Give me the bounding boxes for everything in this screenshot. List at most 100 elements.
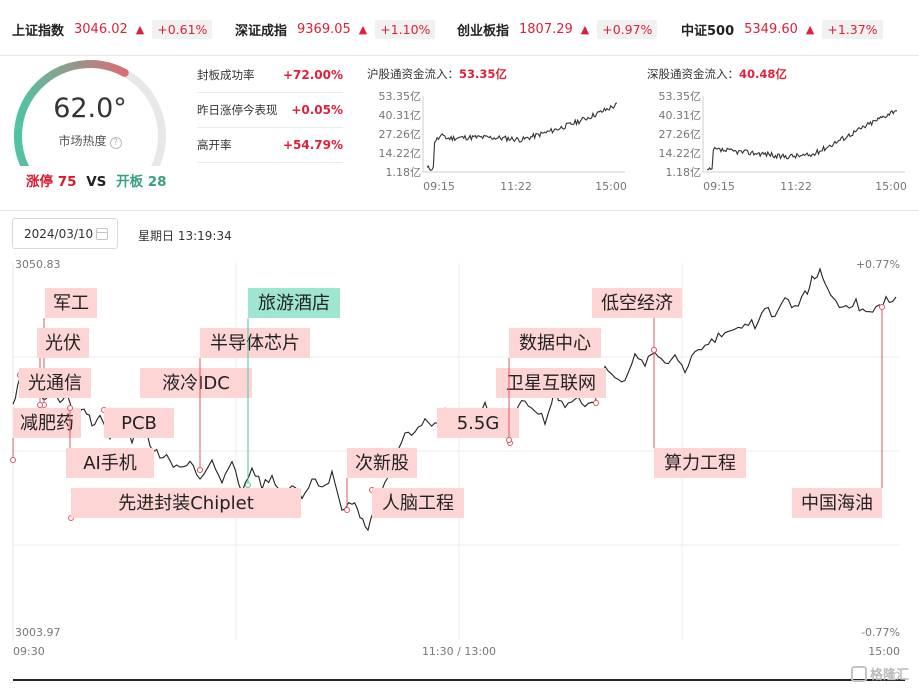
- flow-x-tick: 11:22: [780, 180, 812, 193]
- tag-anchor-dot: [593, 400, 599, 406]
- market-heat-gauge: 62.0° 市场热度? 涨停 75 VS 开板 28: [0, 56, 180, 196]
- gauge-arc: [14, 60, 166, 166]
- index-price: 3046.02: [74, 21, 128, 37]
- sector-tag-bg: [437, 408, 519, 438]
- index-change: +1.37%: [822, 19, 883, 39]
- chart-bottom-border: [13, 679, 905, 681]
- limit-metrics: 封板成功率 +72.00% 昨日涨停今表现 +0.05% 高开率 +54.79%: [197, 58, 343, 163]
- sector-tag-bg: [509, 328, 601, 358]
- flow-x-tick: 11:22: [500, 180, 532, 193]
- flow-value: 53.35亿: [459, 67, 507, 81]
- y-high-label: 3050.83: [15, 258, 61, 271]
- weekday-time: 星期日 13:19:34: [138, 229, 232, 243]
- sector-tag: 算力工程: [664, 453, 736, 474]
- index-change: +0.61%: [152, 19, 213, 39]
- tag-anchor-dot: [37, 402, 43, 408]
- x-tick: 15:00: [868, 645, 900, 658]
- sector-tag: 先进封装Chiplet: [118, 493, 254, 514]
- flow-x-tick: 15:00: [595, 180, 627, 193]
- x-tick: 09:30: [13, 645, 45, 658]
- sector-tag-bg: [45, 288, 97, 318]
- index-zz500[interactable]: 中证500 5349.60 ▲ +1.37%: [681, 18, 883, 40]
- metric-label: 昨日涨停今表现: [197, 103, 278, 117]
- help-icon[interactable]: ?: [109, 137, 122, 149]
- tag-anchor-dot: [651, 347, 657, 353]
- flow-y-tick: 14.22亿: [379, 147, 422, 160]
- tag-anchor-dot: [197, 467, 203, 473]
- flow-y-tick: 53.35亿: [659, 90, 702, 103]
- flow-line: [426, 102, 618, 171]
- sector-tag: PCB: [121, 413, 157, 434]
- index-name: 深证成指: [235, 23, 288, 39]
- heat-value: 62.0°: [53, 93, 127, 124]
- up-arrow-icon: ▲: [580, 22, 590, 36]
- sector-tag-bg: [200, 328, 310, 358]
- flow-line: [706, 109, 898, 171]
- sector-tag-bg: [496, 368, 606, 398]
- date-picker[interactable]: 2024/03/10: [12, 218, 118, 249]
- index-sz[interactable]: 深证成指 9369.05 ▲ +1.10%: [235, 18, 436, 40]
- limit-up-label: 涨停: [26, 174, 53, 190]
- vs-label: VS: [86, 174, 107, 190]
- index-sh[interactable]: 上证指数 3046.02 ▲ +0.61%: [12, 18, 213, 40]
- tag-anchor-dot: [245, 482, 251, 488]
- gauge-fill: [14, 60, 129, 166]
- heat-label-row: 市场热度?: [40, 132, 140, 149]
- sector-tag: 旅游酒店: [258, 293, 330, 314]
- limit-up-summary: 涨停 75 VS 开板 28: [26, 170, 167, 190]
- flow-y-tick: 27.26亿: [659, 128, 702, 141]
- y-low-label: 3003.97: [15, 626, 61, 639]
- watermark: 格隆汇: [850, 664, 909, 683]
- metric-value: +54.79%: [282, 138, 343, 152]
- tag-anchor-dot: [344, 507, 350, 513]
- flow-x-tick: 09:15: [423, 180, 455, 193]
- sector-tag-bg: [140, 368, 252, 398]
- open-board-count: 28: [147, 174, 167, 190]
- flow-title-label: 沪股通资金流入：: [367, 67, 459, 81]
- sector-tag-bg: [372, 488, 464, 518]
- sector-tag: 减肥药: [20, 413, 74, 434]
- sector-tag-bg: [592, 288, 682, 318]
- flow-y-tick: 27.26亿: [379, 128, 422, 141]
- flow-y-tick: 1.18亿: [386, 166, 422, 179]
- index-change: +0.97%: [597, 19, 658, 39]
- tag-anchor-dot: [67, 405, 73, 411]
- sector-tag: 半导体芯片: [210, 333, 300, 354]
- limit-up-count: 75: [57, 174, 77, 190]
- pct-low-label: -0.77%: [861, 626, 900, 639]
- index-name: 创业板指: [457, 23, 510, 39]
- watermark-logo-icon: [850, 666, 867, 682]
- metric-value: +0.05%: [291, 103, 343, 117]
- flow-title-label: 深股通资金流入：: [647, 67, 739, 81]
- metric-label: 封板成功率: [197, 68, 255, 82]
- flow-value: 40.48亿: [739, 67, 787, 81]
- sector-tag-bg: [37, 328, 89, 358]
- flow-title: 深股通资金流入：40.48亿: [647, 66, 787, 82]
- flow-y-tick: 53.35亿: [379, 90, 422, 103]
- sector-tag: 中国海油: [801, 493, 873, 514]
- sector-tag: 次新股: [355, 453, 409, 474]
- index-cyb[interactable]: 创业板指 1807.29 ▲ +0.97%: [457, 18, 658, 40]
- index-name: 中证500: [681, 23, 735, 39]
- sector-tag-bg: [654, 448, 746, 478]
- sector-tag: 低空经济: [601, 293, 673, 314]
- flow-x-tick: 09:15: [703, 180, 735, 193]
- sector-tag: AI手机: [83, 453, 137, 474]
- intraday-index-chart: 3050.83 3003.97 +0.77% -0.77% 09:30 11:30 / 1…: [10, 258, 900, 658]
- index-bar: 上证指数 3046.02 ▲ +0.61% 深证成指 9369.05 ▲ +1.…: [0, 0, 919, 56]
- flow-title: 沪股通资金流入：53.35亿: [367, 66, 507, 82]
- tag-anchor-dot: [10, 457, 16, 463]
- heat-label: 市场热度: [58, 134, 107, 148]
- sector-tag: 卫星互联网: [506, 373, 596, 394]
- flow-x-tick: 15:00: [875, 180, 907, 193]
- sector-tag-bg: [248, 288, 340, 318]
- sector-tag: 5.5G: [457, 413, 500, 434]
- tag-anchor-dot: [879, 304, 885, 310]
- sector-tag: 光通信: [28, 373, 82, 394]
- sector-tag: 液冷IDC: [162, 373, 230, 394]
- metric-row: 封板成功率 +72.00%: [197, 58, 343, 93]
- calendar-icon[interactable]: [96, 228, 108, 240]
- index-price: 9369.05: [297, 21, 351, 37]
